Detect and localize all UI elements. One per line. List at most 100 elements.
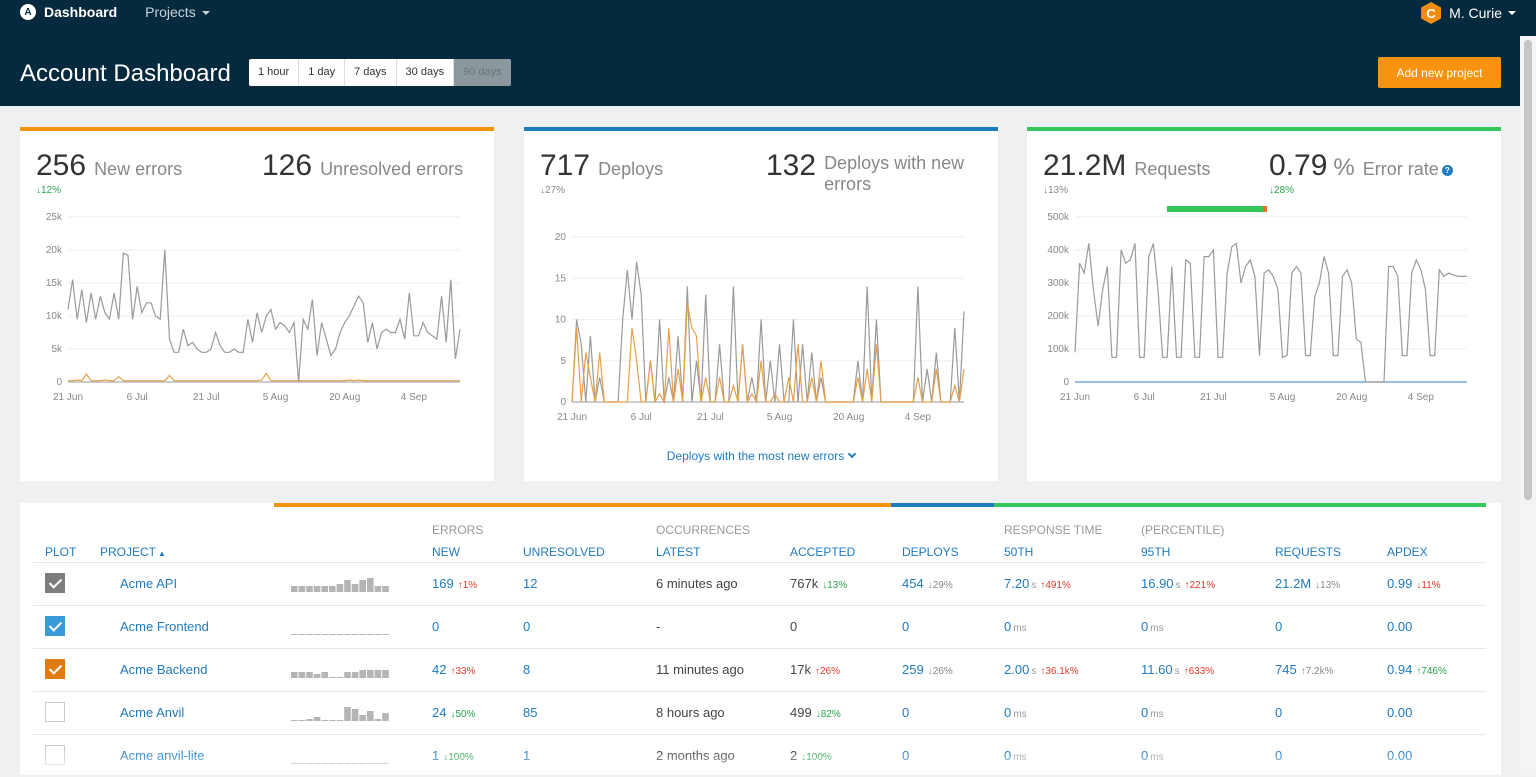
project-name-link[interactable]: Acme Anvil	[120, 705, 185, 720]
x-tick-label: 20 Aug	[1336, 392, 1367, 403]
unresolved-value[interactable]: 0	[523, 619, 531, 634]
chevron-down-icon	[1508, 11, 1516, 15]
metric-value: 126	[262, 149, 313, 182]
deploys-most-errors-link[interactable]: Deploys with the most new errors	[524, 449, 998, 463]
deploys-stripe	[891, 503, 994, 507]
sparkline-bar	[359, 634, 366, 635]
range-option[interactable]: 30 days	[396, 59, 455, 86]
requests-value[interactable]: 745 ↑7.2k%	[1275, 662, 1334, 677]
logo-icon[interactable]: A	[20, 4, 36, 20]
plot-checkbox[interactable]	[45, 573, 65, 593]
deploys-value[interactable]: 454 ↓29%	[902, 576, 953, 591]
apdex-value[interactable]: 0.00	[1387, 619, 1413, 634]
sparkline-bar	[291, 720, 298, 721]
sparkline-bar	[374, 719, 382, 721]
deploys-value[interactable]: 0	[902, 705, 910, 720]
sparkline-bar	[351, 634, 359, 635]
p50-value[interactable]: 7.20 s ↑491%	[1004, 576, 1071, 591]
scroll-fade	[20, 750, 1501, 775]
arrow-down-icon: ↓	[822, 580, 828, 591]
table-row: Acme Backend 42 ↑33% 8 11 minutes ago 17k ↑26%…	[33, 648, 1486, 691]
project-name-link[interactable]: Acme Frontend	[120, 619, 209, 634]
col-accepted[interactable]: ACCEPTED	[790, 545, 856, 559]
scrollbar-thumb[interactable]	[1524, 40, 1532, 500]
col-requests[interactable]: REQUESTS	[1275, 545, 1342, 559]
deploys-value[interactable]: 259 ↓26%	[902, 662, 953, 677]
col-deploys[interactable]: DEPLOYS	[902, 545, 959, 559]
series-line-grey	[67, 249, 461, 383]
requests-value[interactable]: 21.2M ↓13%	[1275, 576, 1341, 591]
change-indicator: ↑7.2k%	[1300, 666, 1334, 677]
scrollbar[interactable]	[1520, 36, 1536, 775]
metric-label: Requests	[1134, 159, 1211, 179]
requests-value[interactable]: 0	[1275, 705, 1283, 720]
col-new[interactable]: NEW	[432, 545, 460, 559]
new-errors-value[interactable]: 42 ↑33%	[432, 662, 476, 677]
apdex-value[interactable]: 0.94 ↑746%	[1387, 662, 1447, 677]
new-errors-value[interactable]: 24 ↓50%	[432, 705, 476, 720]
nav-dashboard-link[interactable]: Dashboard	[44, 4, 118, 20]
sparkline-bar	[306, 672, 313, 678]
col-50th[interactable]: 50TH	[1004, 545, 1034, 559]
plot-checkbox[interactable]	[45, 702, 65, 722]
new-errors-value[interactable]: 0	[432, 619, 440, 634]
range-option[interactable]: 90 days	[454, 59, 511, 86]
plot-checkbox[interactable]	[45, 616, 65, 636]
col-unresolved[interactable]: UNRESOLVED	[523, 545, 605, 559]
y-tick-label: 5	[560, 356, 566, 367]
y-tick-label: 10k	[46, 311, 63, 322]
latest-occurrence: 6 minutes ago	[656, 576, 738, 591]
col-plot[interactable]: PLOT	[45, 545, 77, 559]
p95-value[interactable]: 16.90 s ↑221%	[1141, 576, 1216, 591]
unresolved-value[interactable]: 8	[523, 662, 531, 677]
arrow-up-icon: ↑	[1184, 580, 1190, 591]
sparkline-bar	[336, 677, 344, 678]
sparkline-bar	[321, 586, 328, 592]
project-name-link[interactable]: Acme Backend	[120, 662, 208, 677]
metric-change: ↓27%	[540, 185, 566, 196]
plot-checkbox[interactable]	[45, 659, 65, 679]
latest-occurrence: 11 minutes ago	[656, 662, 744, 677]
col-project[interactable]: PROJECT ▲	[100, 545, 166, 559]
apdex-value[interactable]: 0.00	[1387, 705, 1413, 720]
request-error-bar	[1263, 206, 1267, 212]
nav-projects-menu[interactable]: Projects	[145, 4, 210, 20]
sparkline-bar	[367, 578, 374, 592]
sparkline-bar	[336, 584, 344, 592]
col-latest[interactable]: LATEST	[656, 545, 701, 559]
col-apdex[interactable]: APDEX	[1387, 545, 1428, 559]
metric-label: Error rate	[1362, 159, 1439, 179]
change-indicator: ↑1%	[457, 580, 478, 591]
p50-value[interactable]: 2.00 s ↑36.1k%	[1004, 662, 1079, 677]
project-name-link[interactable]: Acme API	[120, 576, 178, 591]
apdex-value[interactable]: 0.99 ↓11%	[1387, 576, 1441, 591]
new-errors-value[interactable]: 169 ↑1%	[432, 576, 478, 591]
y-tick-label: 20	[555, 232, 567, 243]
x-tick-label: 4 Sep	[905, 412, 932, 423]
sparkline-bar	[313, 634, 321, 635]
help-icon[interactable]: ?	[1441, 165, 1453, 177]
user-menu[interactable]: C M. Curie	[1421, 2, 1516, 24]
range-option[interactable]: 1 day	[299, 59, 346, 86]
arrow-down-icon: ↓	[927, 666, 933, 677]
p95-value[interactable]: 11.60 s ↑633%	[1141, 662, 1215, 677]
range-option[interactable]: 7 days	[345, 59, 397, 86]
deploys-value[interactable]: 0	[902, 619, 910, 634]
sort-asc-icon: ▲	[158, 549, 166, 558]
unresolved-value[interactable]: 85	[523, 705, 538, 720]
range-option[interactable]: 1 hour	[249, 59, 300, 86]
y-tick-label: 15k	[46, 278, 63, 289]
add-project-button[interactable]: Add new project	[1378, 57, 1501, 88]
performance-stripe	[994, 503, 1486, 507]
unresolved-value[interactable]: 12	[523, 576, 538, 591]
arrow-up-icon: ↑	[1040, 666, 1046, 677]
col-95th[interactable]: 95TH	[1141, 545, 1171, 559]
deploys-chart: 0 5 10 15 20 21 Jun 6 Jul 21 Jul 5 Aug 20 Aug 4 Se…	[555, 232, 965, 423]
x-tick-label: 20 Aug	[833, 412, 864, 423]
arrow-down-icon: ↓	[540, 185, 545, 196]
requests-value[interactable]: 0	[1275, 619, 1283, 634]
